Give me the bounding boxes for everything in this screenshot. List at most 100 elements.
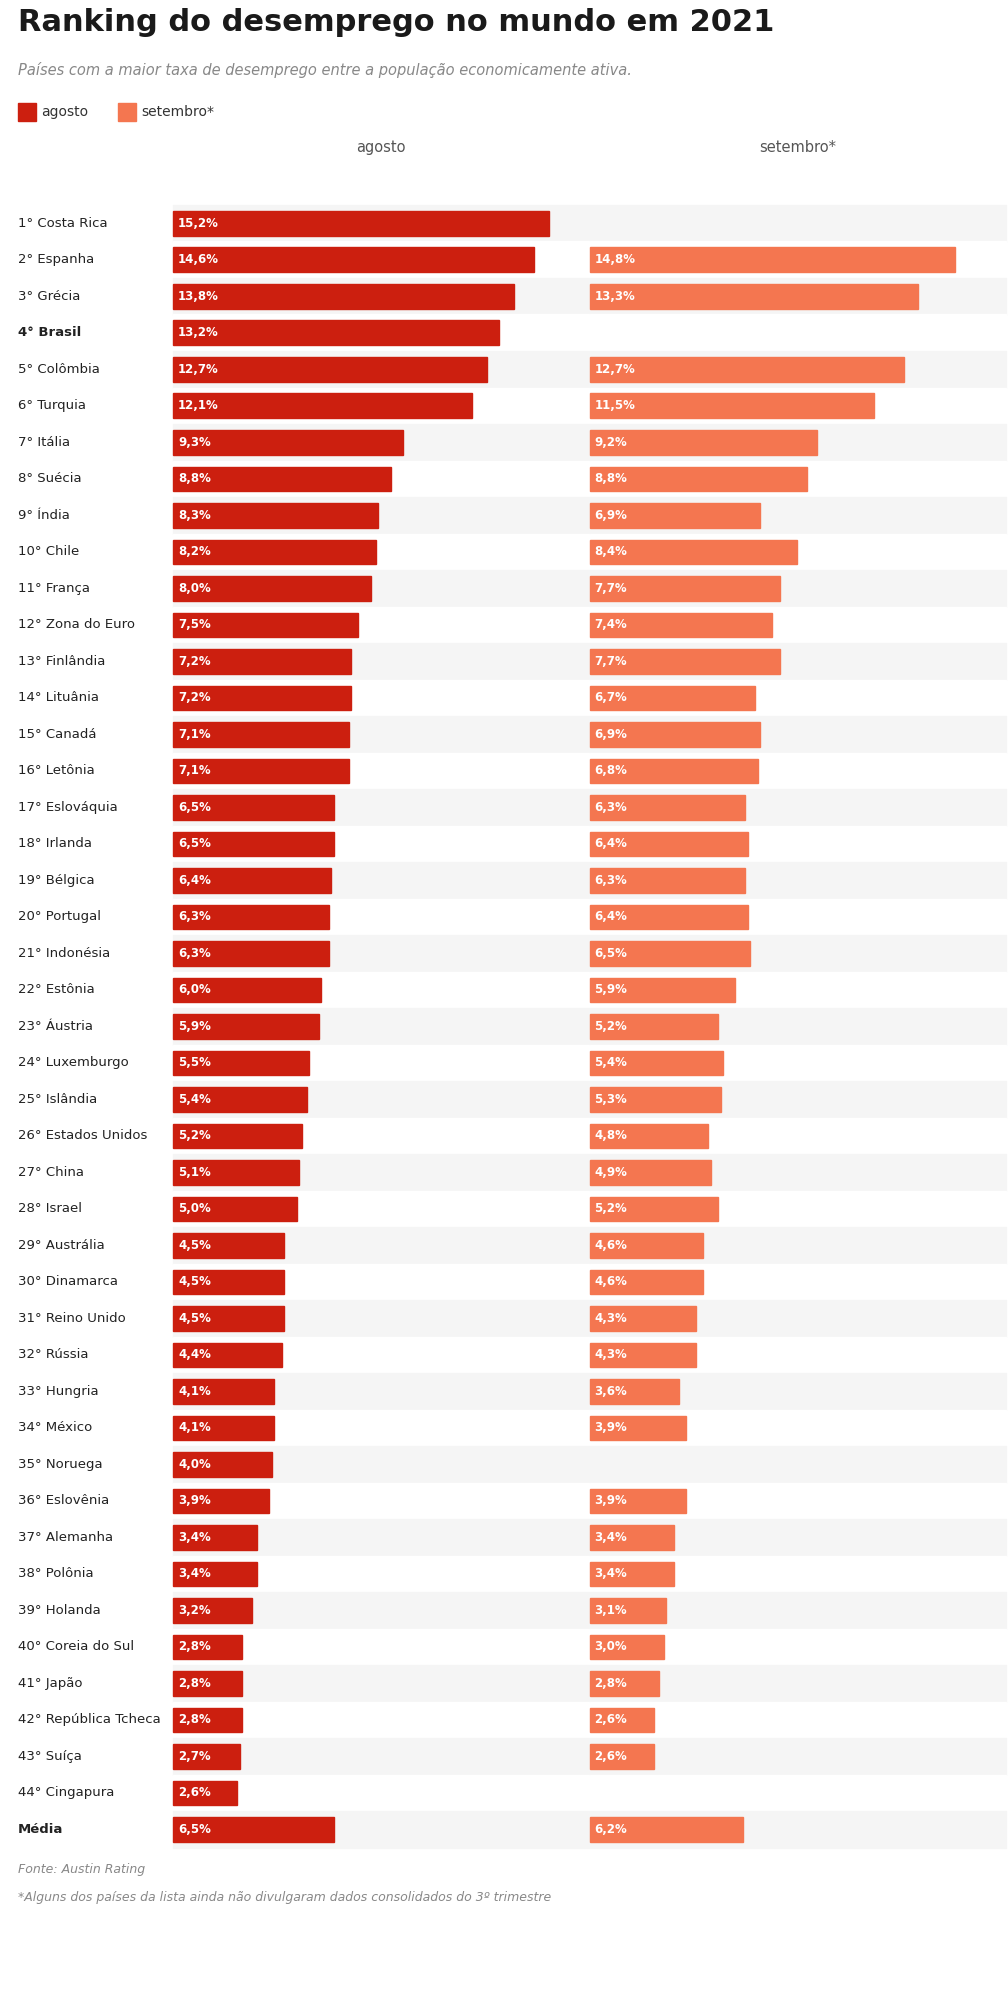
Bar [173,1592,590,1628]
Bar [173,717,590,753]
Text: 2,8%: 2,8% [178,1678,211,1690]
Bar [590,394,874,418]
Text: 8,2%: 8,2% [178,545,211,559]
Bar [173,1520,590,1556]
Text: setembro*: setembro* [141,104,214,118]
Text: 8,3%: 8,3% [178,509,211,523]
Bar [590,1702,1006,1738]
Text: 4,5%: 4,5% [178,1239,211,1251]
Text: 37° Alemanha: 37° Alemanha [18,1532,113,1544]
Text: 3,4%: 3,4% [595,1532,627,1544]
Bar [173,571,590,607]
Bar [173,679,590,717]
Bar [590,430,817,454]
Bar [590,1269,704,1293]
Bar [590,1117,1006,1153]
Bar [590,1409,1006,1445]
Text: 41° Japão: 41° Japão [18,1678,83,1690]
Text: 11° França: 11° França [18,583,90,595]
Text: 43° Suíça: 43° Suíça [18,1750,82,1762]
Bar [590,1562,673,1586]
Bar [173,1702,590,1738]
Text: 7,2%: 7,2% [178,655,211,669]
Bar [590,1526,673,1550]
Text: 6,0%: 6,0% [178,983,211,997]
Bar [590,1123,709,1147]
Bar [173,825,590,863]
Text: 5,3%: 5,3% [595,1093,627,1105]
Text: 3,4%: 3,4% [595,1568,627,1580]
Bar [590,1708,654,1732]
Bar [173,314,590,350]
Bar [590,869,745,893]
Text: 3,9%: 3,9% [595,1421,627,1433]
Bar [590,571,1006,607]
Bar [590,1445,1006,1483]
Bar [173,1299,590,1337]
Text: 12,7%: 12,7% [595,362,635,376]
Bar [173,356,487,382]
Bar [173,1013,319,1039]
Bar [590,1634,663,1660]
Text: 20° Portugal: 20° Portugal [18,911,101,923]
Bar [590,1007,1006,1045]
Text: 5,4%: 5,4% [178,1093,211,1105]
Text: 9° Índia: 9° Índia [18,509,70,523]
Text: 5° Colômbia: 5° Colômbia [18,362,100,376]
Text: 2,7%: 2,7% [178,1750,211,1762]
Bar [590,1191,1006,1227]
Text: 6,4%: 6,4% [595,911,627,923]
Bar [590,424,1006,460]
Bar [590,863,1006,899]
Bar [590,242,1006,278]
Text: 4,6%: 4,6% [595,1239,627,1251]
Text: 3,1%: 3,1% [595,1604,627,1618]
Bar [590,1744,654,1768]
Bar [590,1263,1006,1299]
Bar [173,1409,590,1445]
Bar [173,759,349,783]
Bar [173,1269,284,1293]
Text: 7,7%: 7,7% [595,655,627,669]
Bar [173,1233,284,1257]
Bar [590,971,1006,1007]
Bar [173,210,549,236]
Text: 3° Grécia: 3° Grécia [18,290,81,302]
Text: 42° República Tcheca: 42° República Tcheca [18,1714,160,1726]
Text: 3,0%: 3,0% [595,1640,627,1654]
Bar [173,753,590,789]
Bar [590,899,1006,935]
Text: 7° Itália: 7° Itália [18,436,71,448]
Bar [590,1598,666,1622]
Text: 40° Coreia do Sul: 40° Coreia do Sul [18,1640,134,1654]
Bar [590,717,1006,753]
Text: 6,3%: 6,3% [178,947,211,959]
Bar [590,1774,1006,1812]
Text: 3,6%: 3,6% [595,1385,627,1397]
Bar [173,1738,590,1774]
Bar [590,935,1006,971]
Bar [173,1672,242,1696]
Text: 38° Polônia: 38° Polônia [18,1568,94,1580]
Bar [173,977,322,1001]
Bar [590,1159,711,1185]
Bar [173,905,329,929]
Bar [173,1197,296,1221]
Bar [173,1445,590,1483]
Text: 4,9%: 4,9% [595,1165,627,1179]
Text: 4,4%: 4,4% [178,1347,211,1361]
Text: 6,5%: 6,5% [178,837,211,851]
Bar [173,941,329,965]
Bar [173,1774,590,1812]
Text: 6,8%: 6,8% [595,765,627,777]
Bar [590,1483,1006,1520]
Bar [590,204,1006,242]
Bar [173,1159,299,1185]
Bar [590,977,736,1001]
Text: 13,8%: 13,8% [178,290,219,302]
Text: 4,5%: 4,5% [178,1311,211,1325]
Bar [173,869,332,893]
Bar [590,460,1006,496]
Text: 9,3%: 9,3% [178,436,211,448]
Text: 4,0%: 4,0% [178,1457,211,1471]
